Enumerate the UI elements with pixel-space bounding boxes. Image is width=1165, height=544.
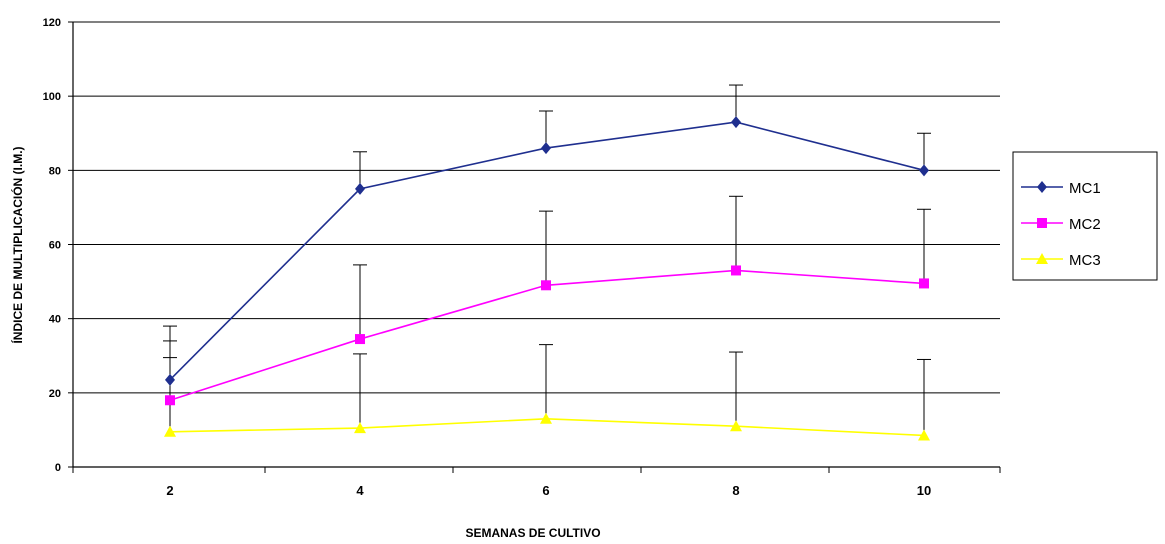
axes bbox=[68, 21, 1001, 473]
legend-label-MC1: MC1 bbox=[1069, 180, 1101, 197]
point-MC1-10 bbox=[919, 164, 929, 177]
point-MC2-8 bbox=[731, 265, 741, 276]
series-layer bbox=[164, 116, 930, 441]
point-MC1-6 bbox=[541, 142, 551, 155]
point-MC3-2 bbox=[164, 425, 176, 437]
y-tick-label-20: 20 bbox=[49, 388, 61, 400]
series-line-MC1 bbox=[169, 121, 925, 381]
error-bars bbox=[163, 84, 931, 436]
x-axis-label: SEMANAS DE CULTIVO bbox=[465, 526, 600, 540]
gridlines bbox=[73, 21, 1000, 394]
tick-labels: 0 20 40 60 80 100 120 2 4 6 8 10 bbox=[43, 17, 932, 498]
legend-marker-MC2 bbox=[1037, 218, 1047, 228]
x-tick-label-6: 6 bbox=[542, 483, 549, 498]
legend: MC1 MC2 MC3 bbox=[1012, 151, 1158, 281]
x-tick-label-2: 2 bbox=[166, 483, 173, 498]
y-tick-label-100: 100 bbox=[43, 91, 61, 103]
point-MC2-4 bbox=[355, 334, 365, 345]
point-MC2-2 bbox=[165, 395, 175, 406]
point-MC3-10 bbox=[918, 429, 930, 441]
point-MC3-4 bbox=[354, 422, 366, 434]
point-MC2-6 bbox=[541, 280, 551, 291]
y-tick-label-80: 80 bbox=[49, 165, 61, 177]
point-MC3-6 bbox=[540, 412, 552, 424]
legend-label-MC3: MC3 bbox=[1069, 252, 1101, 269]
legend-marker-MC1 bbox=[1037, 181, 1047, 193]
y-tick-label-0: 0 bbox=[55, 462, 61, 474]
legend-marker-MC3 bbox=[1036, 253, 1048, 264]
y-tick-label-120: 120 bbox=[43, 17, 61, 29]
legend-label-MC2: MC2 bbox=[1069, 216, 1101, 233]
x-tick-label-8: 8 bbox=[732, 483, 739, 498]
point-MC1-2 bbox=[165, 373, 175, 386]
y-tick-label-40: 40 bbox=[49, 314, 61, 326]
point-MC3-8 bbox=[730, 420, 742, 432]
x-tick-label-4: 4 bbox=[356, 483, 364, 498]
point-MC1-4 bbox=[355, 182, 365, 195]
y-tick-label-60: 60 bbox=[49, 240, 61, 252]
point-MC2-10 bbox=[919, 278, 929, 289]
y-axis-label: ÍNDICE DE MULTIPLICACIÓN (I.M.) bbox=[10, 146, 25, 343]
x-tick-label-10: 10 bbox=[917, 483, 931, 498]
point-MC1-8 bbox=[731, 116, 741, 129]
